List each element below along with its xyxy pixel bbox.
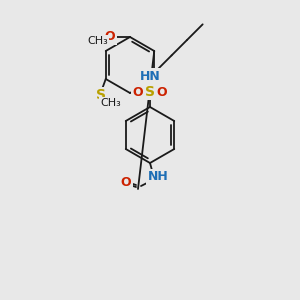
Text: S: S [96,88,106,102]
Text: O: O [133,85,143,98]
Text: HN: HN [140,70,160,83]
Text: CH₃: CH₃ [100,98,121,108]
Text: CH₃: CH₃ [88,36,108,46]
Text: O: O [157,85,167,98]
Text: O: O [121,176,131,190]
Text: O: O [105,31,115,44]
Text: S: S [145,85,155,99]
Text: NH: NH [148,170,168,184]
